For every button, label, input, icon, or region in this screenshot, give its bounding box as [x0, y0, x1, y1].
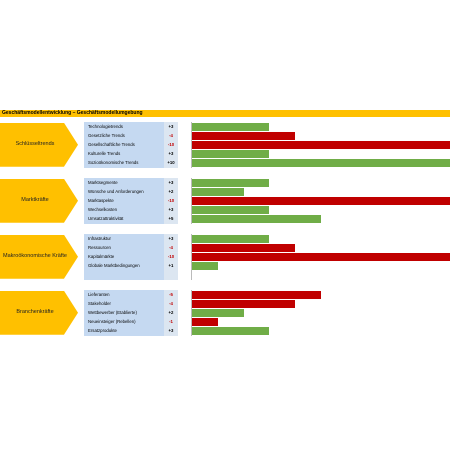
data-label: +5	[168, 216, 174, 222]
bar	[192, 122, 270, 131]
row-label: Kulturelle Trends	[88, 151, 121, 157]
axis-line	[191, 178, 192, 224]
bar	[192, 178, 270, 187]
row-label: Marktsegmente	[88, 180, 118, 185]
bar	[192, 299, 296, 308]
data-label: +3	[168, 124, 174, 129]
row-label: Wechselkosten	[88, 207, 118, 213]
data-label: +3	[168, 180, 174, 185]
value-panel	[164, 122, 178, 168]
row-label: Stakeholder	[88, 301, 111, 307]
row-label: Gesetzliche Trends	[88, 133, 125, 139]
bar	[192, 214, 321, 223]
bar	[192, 158, 450, 167]
bar	[192, 243, 296, 252]
bar	[192, 252, 450, 261]
row-label: Umsatzattraktivität	[88, 216, 124, 222]
row-label: Technologietrends	[88, 124, 123, 129]
group-label: Schlüsseltrends	[15, 140, 55, 147]
row-label: Wettbewerber (Etablierte)	[88, 310, 137, 316]
row-label: Neueinsteiger (Rebellen)	[88, 319, 136, 325]
data-label: -4	[169, 245, 173, 251]
bar	[192, 149, 270, 158]
value-panel	[164, 290, 178, 336]
data-label: -10	[167, 198, 175, 204]
category-panel	[84, 234, 178, 280]
category-panel	[84, 122, 178, 168]
row-label: Infrastruktur	[88, 236, 111, 241]
row-label: Lieferanten	[88, 292, 110, 297]
group-arrow	[0, 234, 78, 279]
data-label: -4	[169, 301, 173, 307]
group-label: Marktkräfte	[21, 196, 49, 203]
axis-line	[191, 290, 192, 336]
bar	[192, 187, 244, 196]
data-label: +3	[168, 151, 174, 157]
data-label: -10	[167, 254, 175, 260]
axis-line	[191, 234, 192, 280]
value-panel	[164, 234, 178, 280]
data-label: +2	[168, 189, 174, 195]
row-label: Ressourcen	[88, 245, 111, 251]
data-label: +2	[168, 310, 174, 316]
bar	[192, 261, 218, 270]
axis-line	[191, 122, 192, 168]
data-label: +10	[167, 160, 175, 166]
row-label: Gesellschaftliche Trends	[88, 142, 135, 148]
data-label: -1	[169, 319, 173, 325]
bar	[192, 317, 218, 326]
row-label: Sozioökonomische Trends	[88, 160, 139, 166]
data-label: +3	[168, 207, 174, 213]
data-label: -10	[167, 142, 175, 148]
data-label: +3	[168, 328, 174, 334]
category-panel	[84, 290, 178, 336]
data-label: +3	[168, 236, 174, 241]
row-label: Kapitalmärkte	[88, 254, 115, 260]
row-label: Ersatzprodukte	[88, 328, 117, 334]
chart-title: Geschäftsmodellentwicklung – Geschäftsmo…	[0, 110, 450, 117]
row-label: Globale Marktbedingungen	[88, 263, 140, 269]
data-label: -4	[169, 133, 173, 139]
group-arrow	[0, 178, 78, 223]
bar	[192, 205, 270, 214]
group-arrow	[0, 122, 78, 167]
row-label: Marktaspekte	[88, 198, 114, 204]
bar	[192, 308, 244, 317]
bar	[192, 131, 296, 140]
bar	[192, 196, 450, 205]
value-panel	[164, 178, 178, 224]
bar	[192, 326, 270, 335]
bar	[192, 290, 321, 299]
group-arrow	[0, 290, 78, 335]
bar	[192, 234, 270, 243]
category-panel	[84, 178, 178, 224]
group-label: Branchenkräfte	[16, 308, 54, 315]
row-label: Wünsche und Anforderungen	[88, 189, 144, 195]
data-label: +1	[168, 263, 174, 269]
group-label: Makroökonomische Kräfte	[3, 252, 67, 259]
bar	[192, 140, 450, 149]
data-label: -5	[169, 292, 173, 297]
